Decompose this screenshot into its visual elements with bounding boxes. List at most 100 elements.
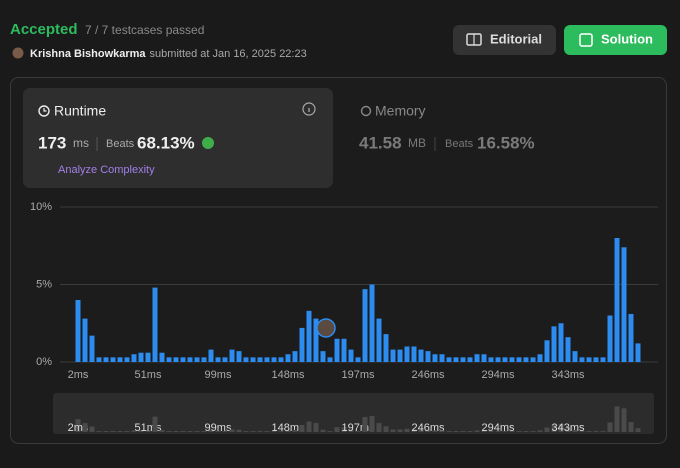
analyze-link[interactable]: Analyze Complexity [58,164,155,176]
navigator-bar [614,406,620,432]
bar [481,354,487,362]
navigator-bar [110,431,116,432]
navigator-bar [355,431,361,432]
bar [432,354,438,362]
plot: 0%5%10%2ms2ms51ms51ms99ms99ms148ms148ms1… [30,201,658,434]
bar [488,357,494,362]
bar [579,357,585,362]
beats-icon [202,137,214,149]
user-name[interactable]: Krishna Bishowkarma [30,48,146,60]
runtime-beats: 68.13% [137,133,195,152]
navigator-bar [285,430,291,432]
bar [271,357,277,362]
solution-label[interactable]: Solution [601,31,653,46]
navigator-bar [75,419,81,432]
bar [131,354,137,362]
navigator-bar [201,431,207,432]
navigator-bar [264,431,270,432]
your-submission-marker[interactable] [316,318,336,338]
navigator-bar [432,430,438,432]
navigator-bar [131,430,137,432]
bar [425,351,431,362]
bar [523,357,529,362]
bar [166,357,172,362]
runtime-title: Runtime [54,103,106,119]
navigator-bar [271,431,277,432]
navigator-bar [635,428,641,432]
memory-beats: 16.58% [477,133,535,152]
navigator-bar [166,431,172,432]
navigator[interactable] [53,393,654,434]
bar [96,357,102,362]
bar [306,310,312,362]
navigator-bar [544,427,550,432]
navigator-bar [565,426,571,432]
y-tick-label: 5% [36,278,52,290]
info-icon[interactable] [302,102,316,116]
bar [222,357,228,362]
edit-icon [579,33,593,47]
bar [82,318,88,362]
bar [558,323,564,362]
navigator-bar [376,423,382,432]
bar [551,326,557,362]
navigator-bar [117,431,123,432]
bar [138,352,144,362]
navigator-bar [229,429,235,432]
navigator-bar [397,429,403,432]
navigator-bar [306,421,312,432]
navigator-bar [173,431,179,432]
bar [474,354,480,362]
bar [467,357,473,362]
bar [453,357,459,362]
bar [572,351,578,362]
bar [516,357,522,362]
bar [460,357,466,362]
bar [327,357,333,362]
bar [390,349,396,362]
bar [600,357,606,362]
solution-button[interactable] [564,25,667,55]
runtime-beats-label: Beats [106,138,135,150]
navigator-bar [348,429,354,432]
navigator-bar [320,429,326,432]
bar [537,354,543,362]
navigator-bar [481,430,487,432]
x-tick-label: 99ms [205,369,232,381]
bar [103,357,109,362]
bar [565,337,571,362]
navigator-bar [439,430,445,432]
editorial-label[interactable]: Editorial [490,31,542,46]
navigator-bar [96,431,102,432]
navigator-bar [600,431,606,432]
navigator-bar [103,431,109,432]
navigator-bar [460,431,466,432]
bar [173,357,179,362]
x-tick-label: 51ms [135,369,162,381]
editorial-button[interactable] [453,25,556,55]
navigator-bar [495,431,501,432]
navigator-bar [453,431,459,432]
x-tick-label: 148ms [271,369,305,381]
navigator-bar [467,431,473,432]
navigator-bar [145,430,151,432]
navigator-bar [607,422,613,432]
bar [145,352,151,362]
bar [180,357,186,362]
navigator-bar [194,431,200,432]
runtime-card[interactable] [23,88,333,188]
bar [152,287,158,362]
bar [502,357,508,362]
bar [313,318,319,362]
bar [614,238,620,362]
navigator-bar [404,428,410,432]
navigator-bar [586,431,592,432]
navigator-bar [341,427,347,432]
bar [89,335,95,362]
memory-title[interactable]: Memory [375,103,426,119]
avatar [12,47,24,59]
y-tick-label: 10% [30,201,52,213]
x-tick-label: 2ms [68,369,89,381]
bar [418,349,424,362]
